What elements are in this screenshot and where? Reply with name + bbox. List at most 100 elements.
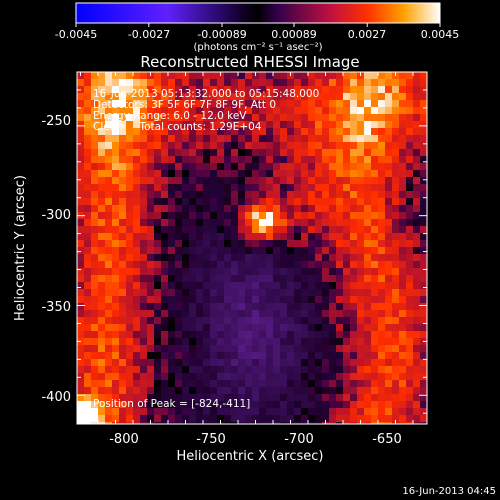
heatmap-cell — [378, 247, 386, 255]
heatmap-cell — [182, 100, 190, 108]
heatmap-cell — [119, 394, 127, 402]
heatmap-cell — [252, 156, 260, 164]
heatmap-cell — [329, 394, 337, 402]
heatmap-cell — [231, 100, 239, 108]
heatmap-cell — [371, 247, 379, 255]
heatmap-image — [77, 72, 427, 424]
heatmap-cell — [224, 93, 232, 101]
heatmap-cell — [350, 394, 358, 402]
heatmap-cell — [133, 408, 141, 416]
heatmap-cell — [77, 254, 85, 262]
heatmap-cell — [413, 205, 421, 213]
heatmap-cell — [210, 345, 218, 353]
heatmap-cell — [182, 79, 190, 87]
heatmap-cell — [357, 163, 365, 171]
heatmap-cell — [84, 163, 92, 171]
heatmap-cell — [182, 415, 190, 423]
heatmap-cell — [168, 422, 176, 424]
heatmap-cell — [161, 247, 169, 255]
heatmap-cell — [399, 191, 407, 199]
heatmap-cell — [182, 177, 190, 185]
heatmap-cell — [77, 121, 85, 129]
heatmap-cell — [112, 114, 120, 122]
heatmap-cell — [91, 247, 99, 255]
heatmap-cell — [252, 408, 260, 416]
heatmap-cell — [406, 282, 414, 290]
heatmap-cell — [350, 135, 358, 143]
heatmap-cell — [238, 359, 246, 367]
heatmap-cell — [322, 100, 330, 108]
heatmap-cell — [224, 163, 232, 171]
heatmap-cell — [406, 310, 414, 318]
heatmap-cell — [343, 289, 351, 297]
heatmap-cell — [266, 268, 274, 276]
heatmap-cell — [315, 366, 323, 374]
heatmap-cell — [343, 191, 351, 199]
heatmap-cell — [371, 289, 379, 297]
heatmap-cell — [259, 72, 267, 80]
heatmap-cell — [224, 72, 232, 80]
heatmap-cell — [98, 170, 106, 178]
heatmap-cell — [392, 408, 400, 416]
heatmap-cell — [105, 373, 113, 381]
heatmap-cell — [301, 86, 309, 94]
heatmap-cell — [77, 345, 85, 353]
heatmap-cell — [175, 366, 183, 374]
heatmap-cell — [371, 422, 379, 424]
heatmap-cell — [378, 177, 386, 185]
heatmap-cell — [140, 198, 148, 206]
heatmap-cell — [119, 373, 127, 381]
heatmap-cell — [378, 156, 386, 164]
heatmap-cell — [336, 275, 344, 283]
heatmap-cell — [91, 352, 99, 360]
heatmap-cell — [294, 366, 302, 374]
heatmap-cell — [315, 100, 323, 108]
plot-frame — [76, 71, 428, 425]
heatmap-cell — [406, 289, 414, 297]
heatmap-cell — [392, 352, 400, 360]
heatmap-cell — [252, 149, 260, 157]
heatmap-cell — [196, 72, 204, 80]
heatmap-cell — [105, 415, 113, 423]
heatmap-cell — [336, 184, 344, 192]
heatmap-cell — [105, 135, 113, 143]
heatmap-cell — [371, 226, 379, 234]
heatmap-cell — [126, 226, 134, 234]
heatmap-cell — [371, 254, 379, 262]
heatmap-cell — [336, 289, 344, 297]
heatmap-cell — [203, 387, 211, 395]
heatmap-cell — [364, 114, 372, 122]
heatmap-cell — [413, 401, 421, 409]
heatmap-cell — [329, 184, 337, 192]
heatmap-cell — [182, 345, 190, 353]
heatmap-cell — [343, 79, 351, 87]
heatmap-cell — [357, 135, 365, 143]
heatmap-cell — [392, 100, 400, 108]
heatmap-cell — [119, 205, 127, 213]
heatmap-cell — [84, 184, 92, 192]
heatmap-cell — [308, 170, 316, 178]
heatmap-cell — [140, 331, 148, 339]
heatmap-cell — [182, 240, 190, 248]
heatmap-cell — [350, 338, 358, 346]
heatmap-cell — [112, 310, 120, 318]
heatmap-cell — [266, 86, 274, 94]
heatmap-cell — [413, 261, 421, 269]
heatmap-cell — [287, 254, 295, 262]
heatmap-cell — [287, 247, 295, 255]
heatmap-cell — [378, 254, 386, 262]
heatmap-cell — [294, 373, 302, 381]
footer-timestamp: 16-Jun-2013 04:45 — [402, 486, 496, 497]
heatmap-cell — [287, 121, 295, 129]
heatmap-cell — [280, 198, 288, 206]
heatmap-cell — [371, 205, 379, 213]
heatmap-cell — [273, 415, 281, 423]
heatmap-cell — [308, 93, 316, 101]
heatmap-cell — [238, 261, 246, 269]
heatmap-cell — [294, 324, 302, 332]
heatmap-cell — [420, 198, 427, 206]
colorbar-unit: (photons cm⁻² s⁻¹ asec⁻²) — [193, 42, 322, 53]
heatmap-cell — [168, 121, 176, 129]
heatmap-cell — [315, 114, 323, 122]
